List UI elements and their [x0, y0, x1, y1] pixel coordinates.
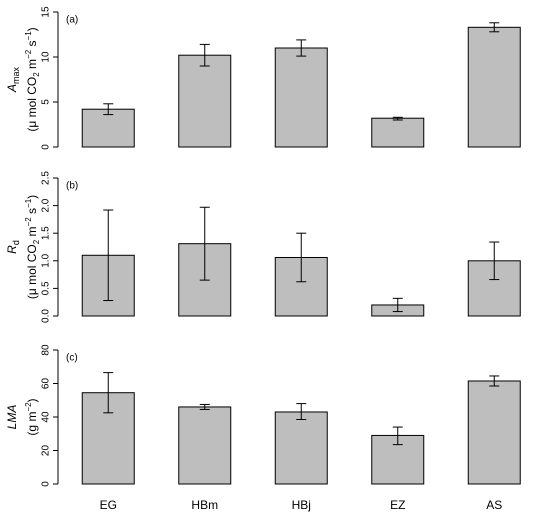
bar-hbm [178, 54, 232, 148]
y-axis-label-unit-part: m [25, 226, 39, 239]
bar-as [467, 26, 521, 148]
chart-panel-3: 0 20 40 60 80 (c) LMA (g m−2) [5, 344, 521, 487]
x-axis-category-labels: EG HBm HBj EZ AS [100, 498, 503, 512]
y-axis-label-unit-part: (g m [25, 412, 39, 436]
x-category-label-eg: EG [100, 498, 117, 512]
y-axis-label-unit: (μ mol CO2 m−2 s−1) [24, 27, 41, 131]
y-axis-label-unit-part: s [25, 208, 39, 217]
y-axis-label-unit-part: −2 [24, 49, 33, 59]
y-axis-label-symbol-text: R [5, 245, 19, 254]
bar-as [467, 380, 521, 485]
y-tick-label: 0 [41, 481, 52, 487]
y-axis-label-symbol: Rd [5, 240, 21, 254]
x-category-label-as: AS [486, 498, 502, 512]
y-tick-label: 0.0 [41, 309, 52, 323]
y-axis-label-unit-part: m [25, 59, 39, 72]
y-tick-label: 2.0 [41, 198, 52, 212]
y-axis-label-unit-part: 2 [32, 239, 41, 244]
panel-label: (c) [66, 352, 78, 363]
y-axis-label-symbol-text: LMA [5, 405, 19, 430]
y-axis-label-symbol: Amax [5, 66, 21, 93]
y-axis-label-unit: (μ mol CO2 m−2 s−1) [24, 195, 41, 299]
y-axis-label-unit-part: (μ mol CO [25, 77, 39, 132]
chart-panel-2: 0.00.51.01.52.02.5(b)Rd(μ mol CO2 m−2 s−… [5, 171, 521, 323]
y-axis-label-unit-part: ) [25, 195, 39, 199]
y-axis-label-unit-part: (μ mol CO [25, 244, 39, 299]
x-category-label-ez: EZ [390, 498, 405, 512]
bar-eg [81, 108, 135, 148]
y-axis-label-unit-part: −1 [24, 31, 33, 41]
y-tick-label: 1.5 [41, 226, 52, 240]
y-tick-label: 0 [41, 144, 52, 150]
y-axis-label-unit-part: ) [25, 27, 39, 31]
y-tick-label: 1.0 [41, 253, 52, 267]
y-tick-label: 15 [41, 6, 52, 18]
y-tick-label: 20 [41, 445, 52, 457]
y-axis-label-symbol-text: A [5, 84, 19, 93]
y-axis-label-unit-part: −1 [24, 198, 33, 208]
y-axis-label-unit-part: 2 [32, 72, 41, 77]
bar-hbj [274, 411, 328, 485]
y-tick-label: 5 [41, 99, 52, 105]
bar-hbm [178, 406, 232, 485]
y-axis-label-symbol: LMA [5, 405, 19, 430]
y-axis-label-unit-part: −2 [24, 402, 33, 412]
y-axis-label-unit: (g m−2) [24, 398, 39, 435]
panel-label: (a) [66, 14, 78, 25]
y-tick-label: 60 [41, 378, 52, 390]
bar-hbj [274, 47, 328, 148]
y-axis-label-unit-part: −2 [24, 217, 33, 227]
x-category-label-hbm: HBm [191, 498, 218, 512]
y-axis-label-symbol-subscript: max [11, 66, 21, 84]
y-tick-label: 40 [41, 411, 52, 423]
y-axis-label-unit-part: s [25, 40, 39, 49]
x-category-label-hbj: HBj [292, 498, 311, 512]
y-axis-label-symbol-subscript: d [11, 240, 21, 245]
bar-ez [371, 117, 425, 148]
y-axis-label-unit-part: ) [25, 398, 39, 402]
y-tick-label: 10 [41, 51, 52, 63]
y-tick-label: 2.5 [41, 171, 52, 185]
panel-label: (b) [66, 180, 78, 191]
y-tick-label: 0.5 [41, 281, 52, 295]
y-tick-label: 80 [41, 344, 52, 356]
